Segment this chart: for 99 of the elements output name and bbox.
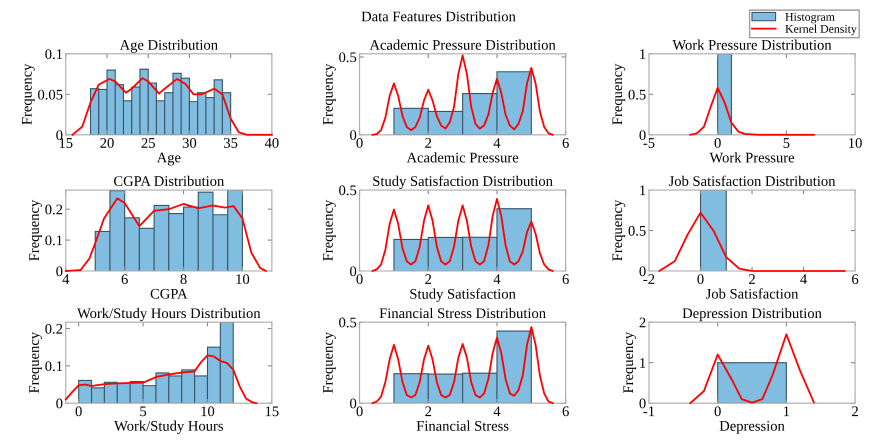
chart-title: Work/Study Hours Distribution (77, 308, 260, 322)
line-series (658, 212, 846, 272)
x-tick-label: 2 (425, 406, 432, 416)
y-axis-title: Frequency (29, 332, 42, 394)
y-tick-label: 0 (350, 266, 356, 276)
x-axis-title: CGPA (150, 288, 188, 299)
y-axis-title: Frequency (323, 200, 336, 261)
x-tick-label: 15 (266, 406, 279, 416)
chart-title: Financial Stress Distribution (380, 308, 546, 318)
x-tick-label: 5 (784, 138, 790, 148)
y-tick-label: 0.5 (628, 90, 646, 100)
x-axis-title: Age (156, 152, 180, 166)
x-tick-label: 6 (852, 274, 858, 284)
line-series (71, 77, 273, 136)
x-axis-title: Work Pressure (709, 152, 794, 163)
x-axis-title: Academic Pressure (406, 152, 518, 162)
x-axis-title: Financial Stress (416, 420, 508, 431)
y-tick-label: 0.1 (45, 361, 62, 372)
chart-title: CGPA Distribution (114, 176, 224, 186)
line-series (372, 54, 554, 136)
x-tick-label: 35 (224, 138, 238, 148)
y-tick-label: 0 (639, 130, 646, 140)
x-tick-label: 2 (852, 406, 858, 416)
x-tick-label: -2 (643, 274, 654, 284)
chart-title: Age Distribution (120, 40, 218, 53)
x-tick-label: 0 (714, 138, 721, 148)
x-tick-label: 25 (142, 138, 155, 148)
y-tick-label: 0.5 (628, 226, 646, 236)
y-tick-label: 0.05 (38, 90, 62, 100)
y-tick-label: 0 (350, 398, 356, 408)
y-tick-label: 0 (639, 398, 646, 408)
y-tick-label: 1 (640, 49, 646, 59)
x-tick-label: 6 (562, 406, 569, 416)
x-tick-label: 5 (140, 406, 146, 416)
y-tick-label: 1 (640, 185, 646, 196)
x-axis-title: Work/Study Hours (114, 420, 224, 434)
line-series (372, 198, 554, 272)
legend-label: Kernel Density (785, 24, 857, 36)
y-tick-label: 0.5 (339, 52, 356, 62)
y-tick-label: 0 (56, 130, 62, 140)
x-axis-title: Depression (720, 421, 785, 434)
y-axis-title: Frequency (22, 64, 35, 125)
x-tick-label: 0 (697, 274, 704, 284)
x-tick-label: 30 (182, 138, 196, 148)
chart-title: Study Satisfaction Distribution (373, 176, 553, 189)
line-series (372, 326, 554, 404)
y-tick-label: 0.1 (45, 235, 62, 246)
x-tick-label: 1 (784, 406, 790, 416)
y-tick-label: 0 (350, 130, 356, 140)
chart-title: Job Satisfaction Distribution (668, 176, 836, 186)
x-tick-label: 0 (76, 406, 82, 416)
y-tick-label: 0.1 (45, 49, 62, 60)
y-axis-title: Frequency (29, 200, 42, 261)
x-tick-label: 2 (425, 274, 432, 284)
x-tick-label: -1 (643, 406, 654, 416)
line-series (689, 86, 815, 136)
text: Data Features Distribution (362, 11, 516, 22)
x-tick-label: 4 (494, 138, 500, 148)
y-axis-title: Frequency (612, 64, 626, 125)
y-tick-label: 2 (640, 318, 646, 328)
y-tick-label: 1 (640, 358, 646, 368)
chart-title: Work Pressure Distribution (672, 40, 832, 50)
line-series (64, 197, 267, 272)
y-tick-label: 0.2 (45, 204, 62, 214)
x-tick-label: 10 (201, 406, 214, 416)
y-axis-title: Frequency (623, 332, 636, 394)
x-tick-label: 6 (122, 274, 128, 284)
x-tick-label: 4 (62, 274, 70, 284)
x-tick-label: -5 (643, 138, 654, 148)
x-tick-label: 15 (60, 138, 72, 148)
y-tick-label: 0.2 (45, 324, 62, 334)
x-tick-label: 6 (562, 274, 569, 284)
x-axis-title: Job Satisfaction (706, 288, 798, 299)
x-tick-label: 10 (849, 138, 862, 148)
y-tick-label: 0 (56, 266, 62, 276)
y-axis-title: Frequency (612, 200, 626, 261)
y-axis-title: Frequency (323, 64, 336, 125)
x-tick-label: 0 (714, 406, 721, 416)
x-tick-label: 40 (264, 138, 279, 148)
x-tick-label: 4 (494, 406, 500, 416)
y-tick-label: 0 (639, 266, 646, 276)
line-series (64, 354, 258, 404)
y-axis-title: Frequency (323, 332, 336, 394)
x-tick-label: 8 (180, 274, 187, 284)
y-tick-label: 0.5 (339, 318, 356, 328)
x-tick-label: 10 (236, 274, 250, 284)
legend-label: Histogram (785, 12, 835, 24)
line-series (689, 333, 815, 404)
x-axis-title: Study Satisfaction (410, 288, 516, 302)
y-tick-label: 0 (56, 398, 62, 408)
x-tick-label: 4 (494, 274, 500, 284)
chart-title: Academic Pressure Distribution (370, 40, 556, 50)
x-tick-label: 2 (749, 274, 755, 284)
y-tick-label: 0.5 (339, 185, 356, 196)
x-tick-label: 4 (800, 274, 807, 284)
chart-title: Depression Distribution (682, 308, 822, 322)
x-tick-label: 6 (562, 138, 569, 148)
x-tick-label: 2 (425, 138, 432, 148)
x-tick-label: 20 (100, 138, 114, 148)
